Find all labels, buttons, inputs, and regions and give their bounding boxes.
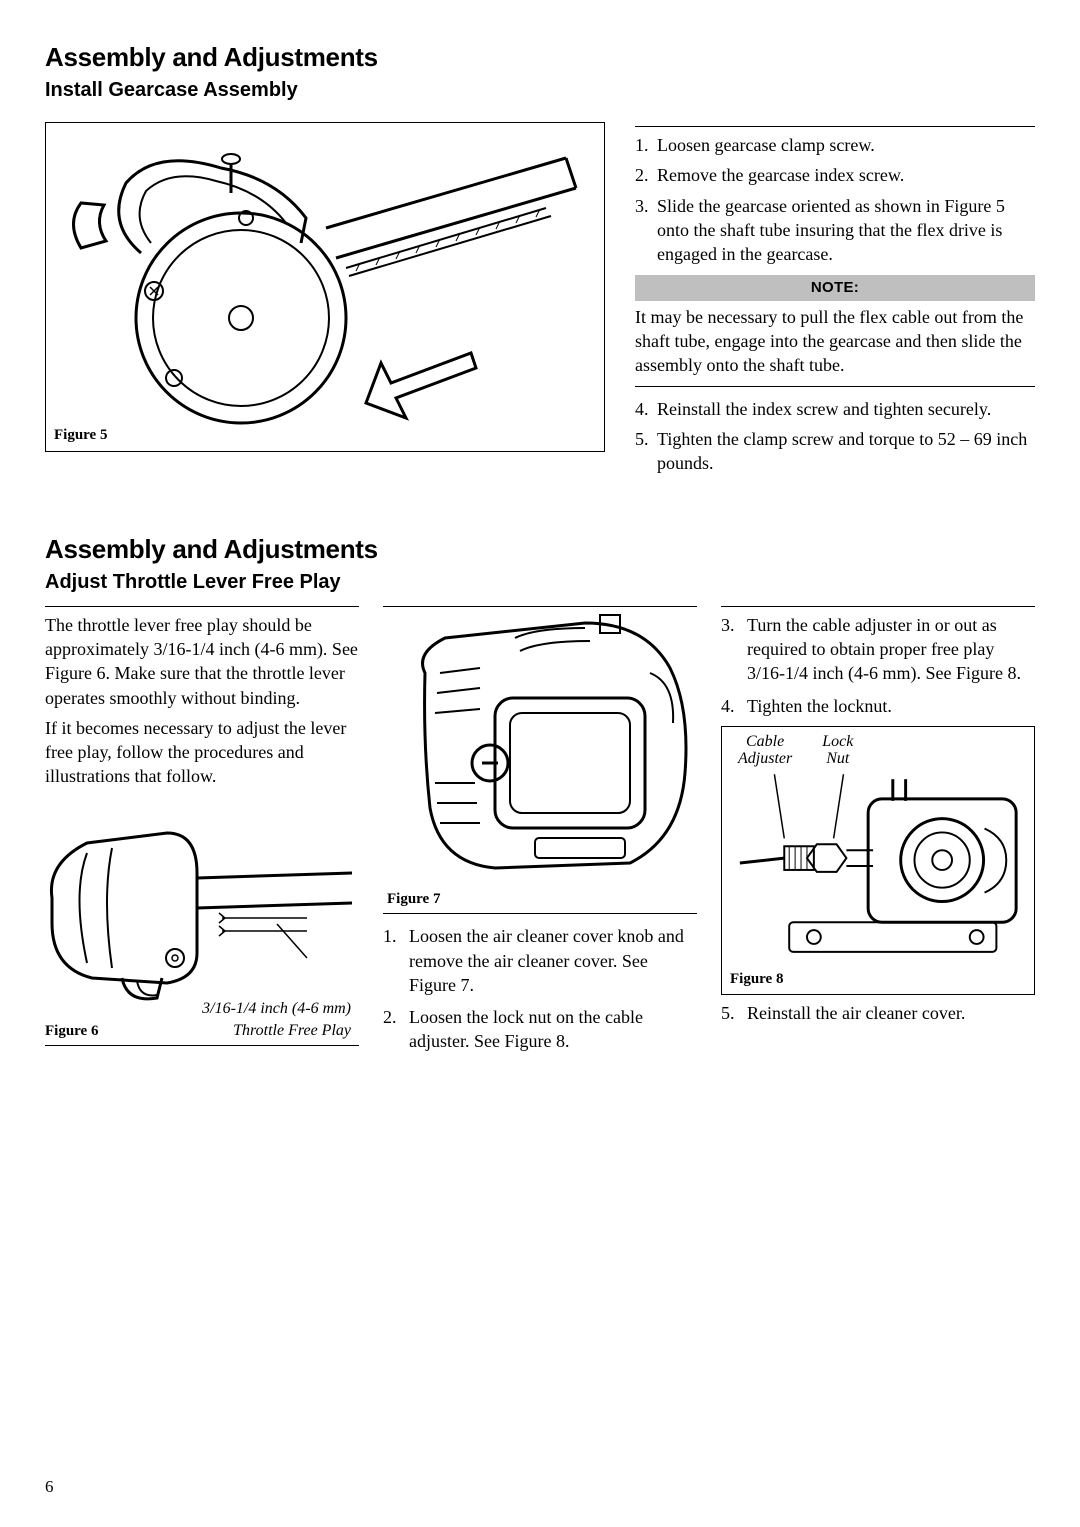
- note-body: It may be necessary to pull the flex cab…: [635, 305, 1035, 387]
- col3-step-5: Reinstall the air cleaner cover.: [747, 1001, 965, 1025]
- page-number: 6: [45, 1476, 54, 1499]
- intro-1: The throttle lever free play should be a…: [45, 613, 359, 710]
- col3-steps-a: 3.Turn the cable adjuster in or out as r…: [721, 613, 1035, 718]
- figure-8: Cable Adjuster Lock Nut: [721, 726, 1035, 995]
- column-1: The throttle lever free play should be a…: [45, 606, 359, 1062]
- intro-2: If it becomes necessary to adjust the le…: [45, 716, 359, 789]
- col3-step-3: Turn the cable adjuster in or out as req…: [747, 613, 1035, 686]
- figure-8-caption: Figure 8: [730, 969, 1026, 989]
- figure-7: Figure 7: [383, 613, 697, 915]
- figure-7-caption: Figure 7: [387, 889, 697, 909]
- note-label: NOTE:: [635, 275, 1035, 301]
- figure-8-labels: Cable Adjuster Lock Nut: [738, 733, 1026, 768]
- figure-6-illustration: [45, 803, 359, 1013]
- col2-steps: 1.Loosen the air cleaner cover knob and …: [383, 924, 697, 1053]
- col3-step-4: Tighten the locknut.: [747, 694, 892, 718]
- figure-6-labels: 3/16-1/4 inch (4-6 mm) Throttle Free Pla…: [202, 998, 359, 1041]
- figure-6-caption: Figure 6: [45, 1021, 98, 1041]
- col2-step-1: Loosen the air cleaner cover knob and re…: [409, 924, 697, 997]
- column-2: Figure 7 1.Loosen the air cleaner cover …: [383, 606, 697, 1062]
- section1-steps-b: 4.Reinstall the index screw and tighten …: [635, 397, 1035, 476]
- figure-7-illustration: [383, 613, 697, 883]
- col2-step-2: Loosen the lock nut on the cable adjuste…: [409, 1005, 697, 1054]
- column-3: 3.Turn the cable adjuster in or out as r…: [721, 606, 1035, 1062]
- section2-subtitle: Adjust Throttle Lever Free Play: [45, 569, 1035, 596]
- figure-6: Figure 6 3/16-1/4 inch (4-6 mm) Throttle…: [45, 803, 359, 1047]
- section1-subtitle: Install Gearcase Assembly: [45, 77, 1035, 104]
- step-4: Reinstall the index screw and tighten se…: [657, 397, 991, 421]
- section-throttle: Assembly and Adjustments Adjust Throttle…: [45, 532, 1035, 1062]
- col3-steps-b: 5.Reinstall the air cleaner cover.: [721, 1001, 1035, 1025]
- step-3: Slide the gearcase oriented as shown in …: [657, 194, 1035, 267]
- step-5: Tighten the clamp screw and torque to 52…: [657, 427, 1035, 476]
- section2-title: Assembly and Adjustments: [45, 532, 1035, 567]
- figure-8-illustration: [730, 768, 1026, 963]
- step-2: Remove the gearcase index screw.: [657, 163, 904, 187]
- section1-steps-a: 1.Loosen gearcase clamp screw. 2.Remove …: [635, 133, 1035, 266]
- figure-5-caption: Figure 5: [54, 425, 107, 445]
- section1-title: Assembly and Adjustments: [45, 40, 1035, 75]
- step-1: Loosen gearcase clamp screw.: [657, 133, 875, 157]
- figure-5: Figure 5: [45, 122, 605, 452]
- section-gearcase: Assembly and Adjustments Install Gearcas…: [45, 40, 1035, 482]
- figure-5-illustration: [46, 123, 606, 453]
